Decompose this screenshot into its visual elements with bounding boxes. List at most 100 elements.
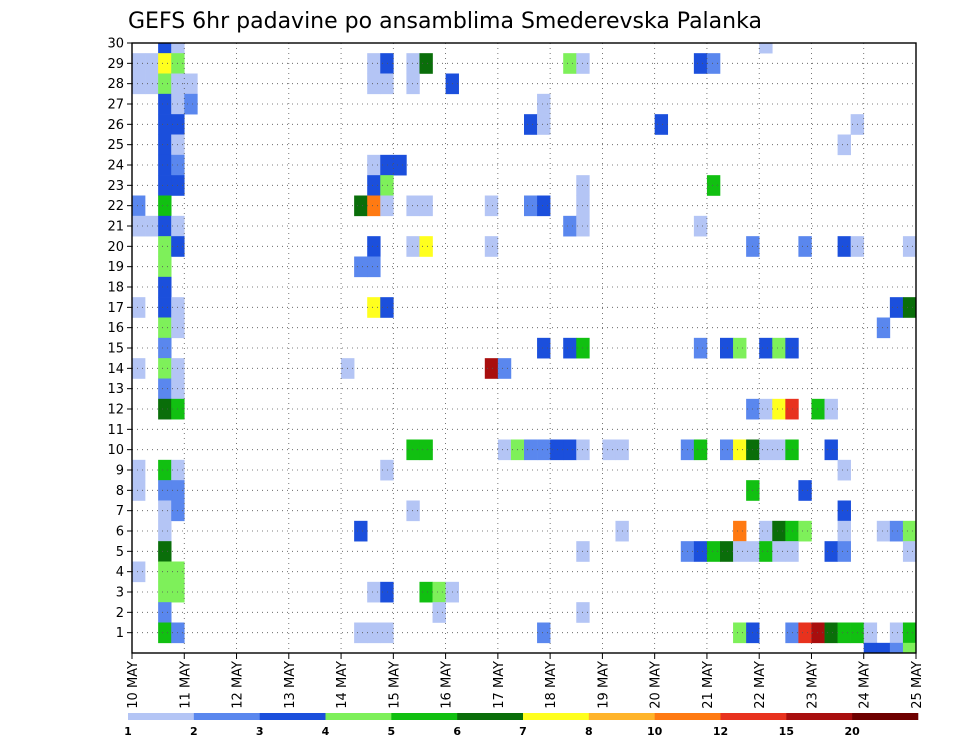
heatmap-cell xyxy=(354,256,368,278)
heatmap-cell xyxy=(916,135,929,156)
heatmap-cell xyxy=(837,500,851,522)
heatmap-cell xyxy=(733,622,747,644)
heatmap-cell xyxy=(772,337,786,359)
heatmap-cell xyxy=(889,642,904,653)
heatmap-cell xyxy=(158,134,172,156)
heatmap-cell xyxy=(380,622,394,644)
heatmap-cell xyxy=(158,337,172,359)
heatmap-cell xyxy=(158,561,172,583)
heatmap-cell xyxy=(824,398,838,420)
heatmap-cell xyxy=(132,215,146,237)
legend-swatch xyxy=(391,713,458,720)
heatmap-cell xyxy=(184,93,198,115)
heatmap-cell xyxy=(497,358,512,379)
heatmap-cell xyxy=(733,541,747,562)
heatmap-cell xyxy=(798,236,812,257)
y-tick-label: 10 xyxy=(107,443,124,458)
heatmap-cell xyxy=(367,236,381,257)
heatmap-cell xyxy=(837,520,851,542)
legend-label: 2 xyxy=(190,725,198,738)
y-tick-label: 19 xyxy=(107,260,124,275)
x-tick-label: 18 MAY xyxy=(544,661,559,709)
heatmap-cell xyxy=(132,73,146,95)
x-tick-label: 12 MAY xyxy=(231,661,246,709)
heatmap-cell xyxy=(171,43,185,54)
heatmap-cell xyxy=(720,541,734,562)
y-tick-label: 8 xyxy=(116,484,124,499)
heatmap-cell xyxy=(876,317,891,339)
heatmap-cell xyxy=(863,622,878,644)
heatmap-cell xyxy=(158,195,172,217)
heatmap-cell xyxy=(158,459,172,481)
heatmap-cell xyxy=(693,337,708,359)
heatmap-cell xyxy=(158,398,172,420)
heatmap-cell xyxy=(811,622,825,644)
y-tick-label: 22 xyxy=(107,199,124,214)
heatmap-cell xyxy=(837,236,851,257)
legend-label: 10 xyxy=(647,725,663,738)
legend-label: 20 xyxy=(845,725,861,738)
heatmap-cell xyxy=(497,439,512,461)
legend-swatch xyxy=(259,713,326,720)
heatmap-cell xyxy=(902,541,916,562)
heatmap-cell xyxy=(354,520,368,542)
heatmap-cell xyxy=(876,520,891,542)
heatmap-cell xyxy=(902,642,916,653)
heatmap-cell xyxy=(406,500,420,522)
heatmap-cell xyxy=(706,541,721,562)
heatmap-cell xyxy=(406,195,420,217)
y-tick-label: 11 xyxy=(107,423,124,438)
heatmap-cell xyxy=(889,622,904,644)
heatmap-cell xyxy=(158,378,172,400)
heatmap-cell xyxy=(837,541,851,562)
x-tick-label: 20 MAY xyxy=(649,661,664,709)
heatmap-cell xyxy=(693,541,708,562)
y-tick-label: 9 xyxy=(116,464,124,479)
heatmap-cell xyxy=(902,622,916,644)
y-tick-label: 27 xyxy=(107,98,124,113)
y-tick-label: 4 xyxy=(116,565,124,580)
y-tick-label: 16 xyxy=(107,321,124,336)
x-tick-label: 24 MAY xyxy=(858,661,873,709)
y-tick-label: 18 xyxy=(107,281,124,296)
heatmap-cell xyxy=(367,73,381,95)
heatmap-cell xyxy=(733,439,747,461)
legend-label: 4 xyxy=(322,725,330,738)
heatmap-cell xyxy=(706,175,721,196)
legend-swatch xyxy=(786,713,853,720)
y-tick-label: 2 xyxy=(116,606,124,621)
heatmap-cell xyxy=(158,256,172,278)
heatmap-cell xyxy=(772,541,786,562)
legend-swatch xyxy=(588,713,655,720)
heatmap-cell xyxy=(902,236,916,257)
heatmap-cell xyxy=(432,581,446,603)
heatmap-cell xyxy=(406,53,420,74)
heatmap-cell xyxy=(902,520,916,542)
heatmap-cell xyxy=(798,480,812,501)
heatmap-cell xyxy=(419,581,433,603)
heatmap-cell xyxy=(837,134,851,156)
y-tick-label: 6 xyxy=(116,525,124,540)
heatmap-cell xyxy=(367,53,381,74)
heatmap-cell xyxy=(524,195,538,217)
heatmap-cell xyxy=(419,195,433,217)
legend-label: 12 xyxy=(713,725,728,738)
heatmap-cell xyxy=(367,622,381,644)
heatmap-cell xyxy=(158,114,172,135)
heatmap-cell xyxy=(916,501,929,522)
heatmap-cell xyxy=(537,195,551,217)
heatmap-cell xyxy=(916,623,929,644)
y-tick-label: 13 xyxy=(107,382,124,397)
heatmap-cell xyxy=(537,439,551,461)
heatmap-cell xyxy=(145,73,159,95)
legend-swatch xyxy=(523,713,590,720)
heatmap-cell xyxy=(380,175,394,196)
heatmap-cell xyxy=(158,297,172,318)
heatmap-cell xyxy=(419,236,433,257)
heatmap-cell xyxy=(916,541,929,562)
heatmap-cells xyxy=(132,43,929,653)
heatmap-cell xyxy=(824,541,838,562)
heatmap-cell xyxy=(654,114,669,135)
heatmap-cell xyxy=(380,297,394,318)
y-axis: 1234567891011121314151617181920212223242… xyxy=(107,37,132,641)
